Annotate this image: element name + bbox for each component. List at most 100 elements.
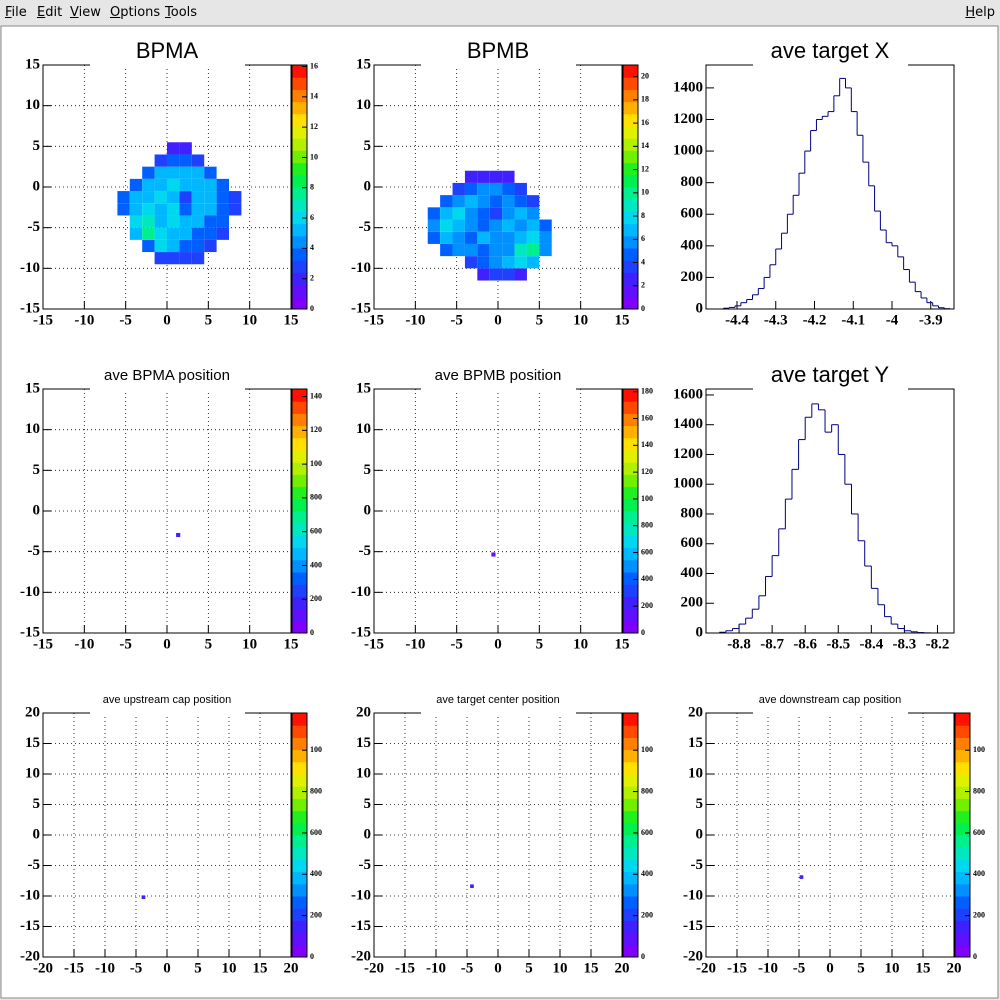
z-tick-label: 400 (310, 560, 322, 569)
palette-swatch (623, 437, 638, 451)
heat-cell (167, 215, 180, 228)
y-tick-label: 20 (356, 704, 371, 720)
palette-swatch (292, 596, 307, 610)
heat-cell (142, 191, 155, 204)
x-tick-label: -10 (74, 312, 94, 328)
heat-cell (167, 166, 180, 179)
heat-cell (489, 170, 503, 183)
y-tick-label: -20 (351, 948, 371, 964)
x-tick-label: 10 (885, 960, 900, 976)
x-tick-label: 10 (242, 636, 257, 652)
heat-cell (427, 207, 441, 220)
z-tick-label: 0 (310, 952, 314, 961)
menu-item[interactable]: Tools (165, 5, 198, 20)
y-tick-label: -15 (351, 624, 371, 640)
heat-cell (489, 256, 503, 269)
palette-swatch (292, 450, 307, 463)
heat-cell (526, 231, 540, 244)
heat-cell (179, 252, 192, 265)
z-tick-label: 10 (310, 152, 318, 161)
x-tick-label: -5 (793, 960, 806, 976)
palette-frame (291, 712, 308, 958)
heat-cell (129, 203, 143, 216)
panel-title: BPMB (467, 38, 529, 63)
menu-item[interactable]: Options (110, 5, 161, 20)
heat-cell (129, 215, 143, 228)
heat-cell (167, 154, 180, 167)
heat-cell (526, 207, 540, 220)
heat-cell (514, 207, 527, 220)
heat-cell (154, 252, 167, 265)
heat-cell (142, 215, 155, 228)
z-tick-label: 14 (641, 141, 649, 150)
x-tick-label: -3.9 (919, 312, 943, 328)
z-tick-label: 600 (310, 527, 322, 536)
y-tick-label: 15 (356, 735, 371, 751)
x-tick-label: -10 (95, 960, 115, 976)
heat-cell (526, 195, 540, 208)
palette-swatch (623, 835, 638, 848)
heat-cell (142, 178, 155, 192)
x-tick-label: 5 (536, 636, 544, 652)
y-tick-label: 800 (681, 174, 704, 190)
z-tick-label: 2 (641, 281, 645, 290)
palette-swatch (292, 150, 307, 164)
palette-swatch (292, 847, 307, 860)
heat-cell (477, 219, 490, 232)
palette-swatch (292, 584, 307, 597)
x-tick-label: -4.1 (841, 312, 865, 328)
z-tick-label: 140 (641, 440, 653, 449)
palette-swatch (623, 223, 638, 237)
heat-cell (502, 207, 515, 220)
y-tick-label: 5 (364, 796, 372, 812)
z-tick-label: 400 (310, 869, 322, 878)
palette-swatch (623, 89, 638, 103)
palette-swatch (623, 272, 638, 286)
heat-cell (142, 166, 155, 179)
palette-frame (622, 712, 639, 958)
palette-swatch (623, 199, 638, 212)
z-tick-label: 100 (641, 494, 653, 503)
palette-swatch (955, 725, 970, 738)
palette-swatch (292, 425, 307, 439)
title-box (421, 40, 576, 66)
y-tick-label: -5 (28, 219, 41, 235)
heat-cell (489, 268, 503, 281)
x-tick-label: -4 (886, 312, 899, 328)
z-tick-label: 8 (641, 211, 645, 220)
z-tick-label: 160 (641, 413, 653, 422)
palette-swatch (623, 883, 638, 897)
menu-item[interactable]: View (70, 5, 101, 20)
z-tick-label: 400 (973, 869, 985, 878)
heat-cell (514, 182, 527, 196)
y-tick-label: -10 (351, 260, 371, 276)
y-tick-label: 20 (25, 704, 40, 720)
z-tick-label: 200 (973, 910, 985, 919)
palette-frame (291, 388, 308, 634)
heat-cell (216, 215, 229, 228)
heat-cell (514, 195, 527, 208)
heat-cell (142, 203, 155, 216)
x-tick-label: 5 (194, 960, 202, 976)
menu-item[interactable]: Edit (37, 5, 63, 20)
x-tick-label: -5 (461, 960, 474, 976)
x-tick-label: 20 (284, 960, 299, 976)
palette-swatch (292, 498, 307, 512)
palette-swatch (292, 223, 307, 237)
heat-cell (167, 142, 180, 155)
x-tick-label: -10 (405, 312, 425, 328)
heat-cell (489, 219, 503, 232)
palette-swatch (292, 749, 307, 763)
help-menu[interactable]: Help (965, 5, 995, 20)
x-tick-label: -5 (119, 312, 132, 328)
palette-swatch (292, 920, 307, 934)
y-tick-label: 1200 (673, 111, 703, 127)
z-tick-label: 100 (641, 745, 653, 754)
x-tick-label: -20 (364, 960, 384, 976)
heat-cell (154, 191, 167, 204)
x-tick-label: 0 (826, 960, 834, 976)
menu-item[interactable]: File (5, 5, 27, 20)
heat-cell (799, 875, 804, 879)
x-tick-label: -8.3 (893, 636, 917, 652)
palette-swatch (623, 908, 638, 921)
